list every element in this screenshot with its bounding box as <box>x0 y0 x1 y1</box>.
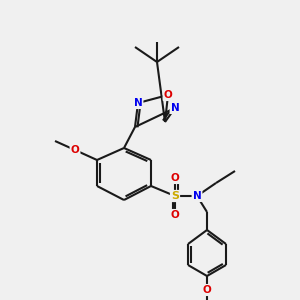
Text: O: O <box>171 173 179 183</box>
Text: S: S <box>171 191 179 201</box>
Text: O: O <box>70 145 80 155</box>
Text: N: N <box>134 98 142 108</box>
Text: O: O <box>171 210 179 220</box>
Text: N: N <box>171 103 179 113</box>
Text: O: O <box>202 285 211 295</box>
Text: N: N <box>193 191 201 201</box>
Text: O: O <box>164 90 172 100</box>
